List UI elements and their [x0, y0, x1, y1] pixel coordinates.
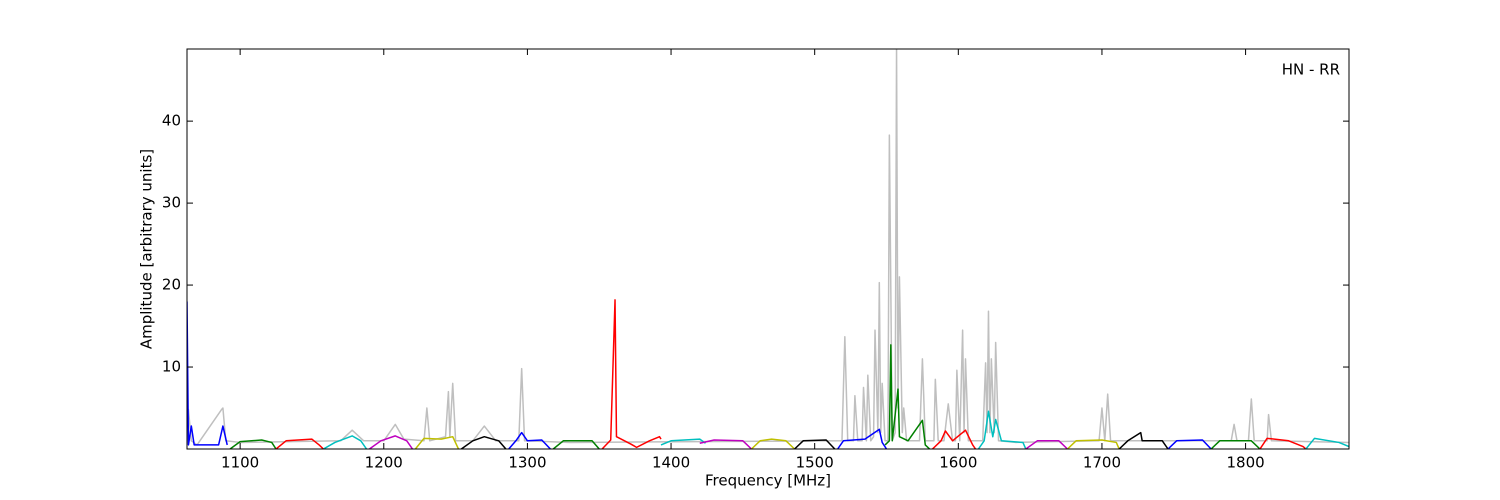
spectrum-line	[931, 429, 977, 449]
spectrum-line	[368, 435, 414, 449]
x-tick-label: 1800	[1226, 454, 1264, 472]
spectrum-line	[794, 439, 836, 449]
spectrum-line	[187, 301, 228, 446]
spectrum-line	[552, 440, 600, 449]
spectrum-line	[699, 439, 752, 449]
spectrum-line	[1167, 439, 1212, 449]
y-tick-label: 40	[162, 112, 181, 130]
spectrum-line	[508, 431, 551, 449]
annotation: HN - RR	[1282, 61, 1340, 79]
x-tick-label: 1200	[365, 454, 403, 472]
x-tick-label: 1400	[652, 454, 690, 472]
spectrum-line	[1210, 440, 1261, 449]
spectrum-line	[1305, 437, 1349, 449]
spectrum-line	[1025, 440, 1068, 449]
plot-area	[187, 49, 1349, 449]
spectrum-line	[884, 344, 931, 449]
axes-frame	[186, 48, 1350, 450]
spectrum-line	[229, 439, 277, 449]
x-tick-label: 1500	[796, 454, 834, 472]
y-tick-label: 20	[162, 276, 181, 294]
x-axis-label: Frequency [MHz]	[705, 472, 831, 490]
y-axis-label: Amplitude [arbitrary units]	[138, 149, 156, 349]
spectrum-line	[1066, 439, 1120, 449]
spectrum-line	[275, 438, 324, 449]
spectrum-line	[977, 410, 1027, 449]
y-tick-label: 30	[162, 194, 181, 212]
spectrum-line	[1118, 431, 1169, 449]
spectrum-line	[660, 438, 706, 446]
spectrum-line	[837, 428, 888, 449]
spectrum-line	[750, 438, 796, 449]
x-tick-label: 1300	[508, 454, 546, 472]
x-tick-label: 1600	[939, 454, 977, 472]
spectrum-line	[460, 435, 507, 449]
x-tick-label: 1100	[221, 454, 259, 472]
spectrum-line	[414, 435, 460, 449]
spectrum-line	[1259, 437, 1307, 449]
x-tick-label: 1700	[1083, 454, 1121, 472]
spectrum-line	[323, 435, 368, 449]
spectrum-line	[187, 49, 1349, 446]
spectrum-line	[601, 299, 662, 449]
y-tick-label: 10	[162, 358, 181, 376]
